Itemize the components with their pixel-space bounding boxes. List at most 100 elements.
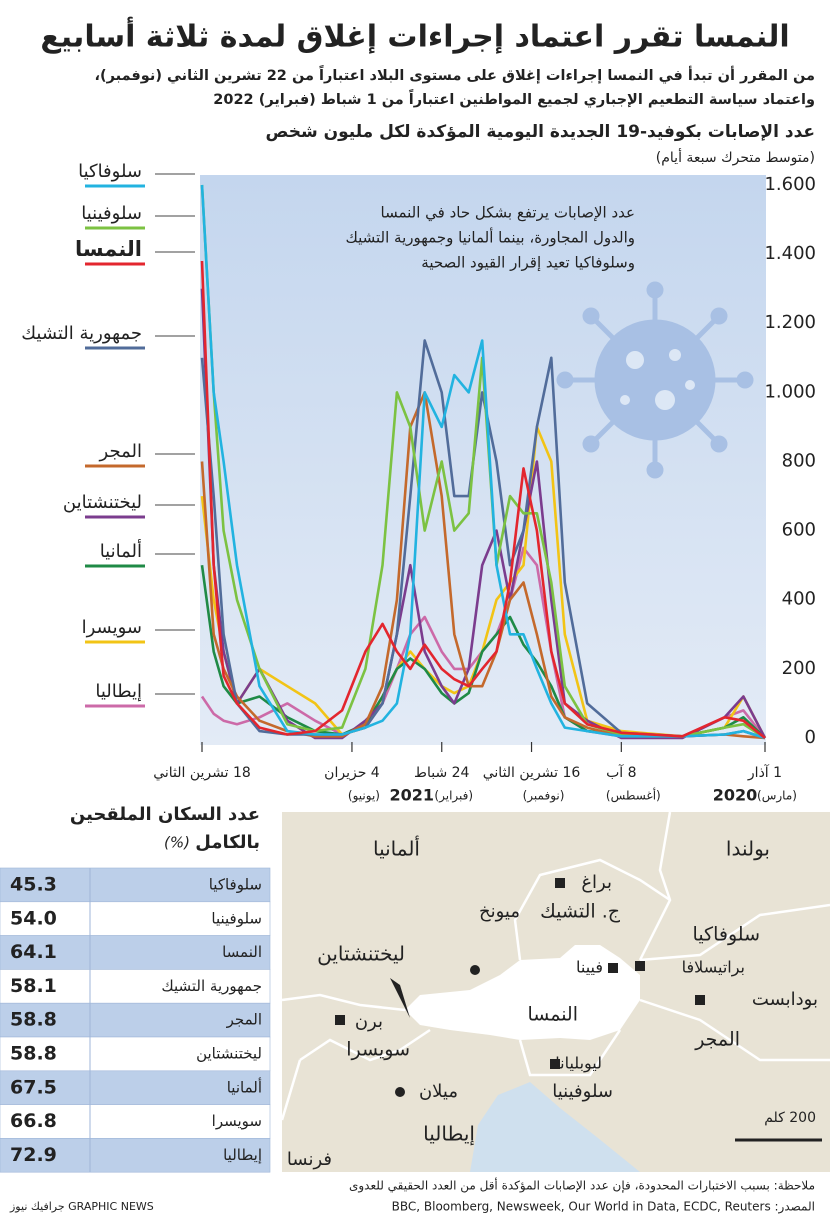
y-tick-label: 1.000 [764,381,816,402]
series-line [200,260,766,740]
table-value: 58.1 [10,975,57,997]
x-tick-sublabel: (فبراير) [434,789,473,804]
map-label: ميلان [419,1081,458,1102]
map-label: سلوفاكيا [693,924,760,946]
legend-label: ألمانيا [100,539,142,562]
x-tick-label: 18 تشرين الثاني [153,765,251,781]
table-row [0,867,271,903]
table-value: 67.5 [10,1076,57,1098]
legend-label: سلوفاكيا [78,161,142,182]
table-country: سويسرا [212,1112,262,1130]
note: ملاحظة: بسبب الاختبارات المحدودة، فإن عد… [349,1178,815,1194]
table-country: النمسا [222,943,262,961]
table-row [0,969,271,1004]
map-label: ميونخ [479,901,520,922]
map-label: فرنسا [287,1149,332,1170]
table-title: بالكامل [195,832,260,853]
table-value: 58.8 [10,1043,57,1065]
x-tick-sublabel: (مارس) [757,789,797,804]
map-label: المجر [694,1029,740,1051]
city-marker [555,878,565,888]
table-country: ألمانيا [227,1077,262,1096]
x-tick-sublabel: (يونيو) [348,789,380,804]
map-label: النمسا [527,1004,578,1026]
x-tick-label: 8 آب [606,764,636,781]
subtitle: واعتماد سياسة التطعيم الإجباري لجميع الم… [213,89,815,109]
table-country: ليختنشتاين [196,1045,262,1063]
legend-label: جمهورية التشيك [21,323,142,344]
city-marker [335,1015,345,1025]
map-label: برن [355,1011,383,1032]
table-row [0,935,271,970]
legend-label: النمسا [75,237,142,261]
x-tick-label: 4 حزيران [324,765,380,781]
x-tick-label: 24 شباط [414,765,470,781]
map-label: إيطاليا [423,1122,475,1147]
table-title: عدد السكان الملقحين [70,804,260,825]
table-value: 72.9 [10,1144,57,1166]
table-value: 64.1 [10,941,57,963]
city-marker [550,1059,560,1069]
map-label: سويسرا [346,1039,410,1061]
map [280,811,830,1172]
table-value: 58.8 [10,1009,57,1031]
x-tick-sublabel: (أغسطس) [606,788,661,804]
table-row [0,1002,271,1038]
x-tick-label: 16 تشرين الثاني [483,765,581,781]
legend-label: المجر [99,441,142,462]
chart-title: عدد الإصابات بكوفيد-19 الجديدة اليومية ا… [266,122,816,142]
y-tick-label: 1.600 [764,174,816,195]
x-tick-label: 1 آذار [747,764,782,781]
y-tick-label: 1.200 [764,312,816,333]
credit: GRAPHIC NEWS جرافيك نيوز [9,1200,154,1213]
map-scale: 200 كلم [764,1110,816,1126]
map-label: ألمانيا [373,836,420,861]
city-marker [470,965,480,975]
table-country: المجر [226,1011,262,1029]
virus-icon [556,281,754,479]
x-year-label: 2020 [713,786,758,805]
table-row [0,1104,271,1139]
subtitle: من المقرر أن تبدأ في النمسا إجراءات إغلا… [95,65,815,84]
series-line [200,425,767,739]
table-row [0,1070,271,1105]
map-label: بولندا [726,837,770,861]
y-tick-label: 600 [782,520,816,541]
source: المصدر: BBC, Bloomberg, Newsweek, Our Wo… [392,1200,815,1215]
legend-label: إيطاليا [95,681,142,702]
map-label: فيينا [576,958,603,977]
table-country: سلوفاكيا [209,876,262,894]
city-marker [395,1087,405,1097]
table-value: 45.3 [10,874,57,896]
y-tick-label: 200 [782,658,816,679]
map-label: بودابست [752,989,818,1010]
annotation: والدول المجاورة، بينما ألمانيا وجمهورية … [345,228,635,247]
annotation: عدد الإصابات يرتفع بشكل حاد في النمسا [381,204,636,223]
legend-label: سويسرا [82,617,142,638]
city-marker [635,961,645,971]
map-label: سلوفينيا [552,1081,613,1102]
table-row [0,901,271,936]
y-tick-label: 0 [805,727,816,748]
chart-subtitle: (متوسط متحرك سبعة أيام) [656,148,815,166]
series-line [200,391,766,740]
legend-label: سلوفينيا [81,203,142,224]
map-label: ليوبليانا [555,1054,602,1074]
map-label: براغ [581,872,612,893]
annotation: وسلوفاكيا تعيد إقرار القيود الصحية [421,254,635,272]
y-tick-label: 400 [782,589,816,610]
table-row [0,1036,271,1072]
city-marker [695,995,705,1005]
table-value: 66.8 [10,1110,57,1132]
map-label: ليختنشتاين [317,942,405,966]
table-row [0,1138,271,1173]
y-tick-label: 800 [782,450,816,471]
table-country: جمهورية التشيك [161,977,262,995]
city-marker [608,963,618,973]
title: النمسا تقرر اعتماد إجراءات إغلاق لمدة ثل… [40,17,789,55]
series-line [200,184,766,740]
table-country: سلوفينيا [211,909,262,927]
x-tick-sublabel: (نوفمبر) [523,789,565,804]
map-label: ج. التشيك [540,901,621,923]
